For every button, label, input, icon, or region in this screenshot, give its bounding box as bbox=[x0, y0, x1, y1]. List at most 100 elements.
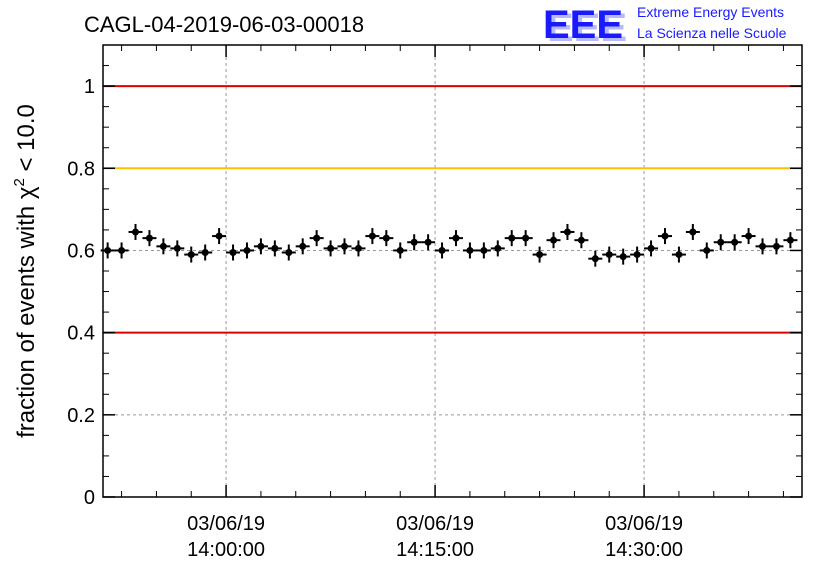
logo-line-1: Extreme Energy Events bbox=[637, 4, 784, 20]
point-marker bbox=[438, 246, 446, 254]
data-point bbox=[281, 244, 296, 261]
point-marker bbox=[717, 238, 725, 246]
point-marker bbox=[619, 253, 627, 261]
y-tick-label: 1 bbox=[84, 76, 95, 98]
logo-mark-shadow: EEE bbox=[547, 6, 627, 50]
x-tick-time: 14:15:00 bbox=[396, 539, 474, 561]
eee-logo: EEE EEE Extreme Energy Events La Scienza… bbox=[543, 3, 787, 50]
point-marker bbox=[550, 236, 558, 244]
data-point bbox=[462, 242, 477, 259]
data-point bbox=[170, 240, 185, 257]
data-point bbox=[323, 240, 338, 257]
data-point bbox=[769, 238, 784, 255]
point-marker bbox=[452, 234, 460, 242]
point-marker bbox=[577, 236, 585, 244]
data-point bbox=[616, 248, 631, 265]
point-marker bbox=[368, 232, 376, 240]
x-axis-ticks: 03/06/19 14:00:00 03/06/19 14:15:00 03/06/19… bbox=[121, 45, 784, 561]
data-point bbox=[407, 234, 422, 251]
data-point bbox=[226, 244, 241, 261]
data-point bbox=[490, 240, 505, 257]
point-marker bbox=[299, 242, 307, 250]
data-point bbox=[546, 232, 561, 249]
reference-lines bbox=[103, 85, 802, 334]
data-point bbox=[713, 234, 728, 251]
data-point bbox=[253, 238, 268, 255]
data-point bbox=[351, 240, 366, 257]
data-point bbox=[518, 230, 533, 247]
y-axis-label-sup: 2 bbox=[11, 178, 28, 186]
point-marker bbox=[633, 251, 641, 259]
data-point bbox=[379, 230, 394, 247]
data-point bbox=[755, 238, 770, 255]
data-point bbox=[727, 234, 742, 251]
point-marker bbox=[536, 251, 544, 259]
point-marker bbox=[159, 242, 167, 250]
plot-frame bbox=[102, 44, 803, 498]
y-axis-label-prefix: fraction of events with bbox=[13, 199, 40, 438]
data-point bbox=[184, 246, 199, 263]
point-marker bbox=[271, 244, 279, 252]
data-point bbox=[128, 223, 143, 240]
y-tick-label: 0 bbox=[84, 487, 95, 509]
point-marker bbox=[703, 246, 711, 254]
data-point bbox=[448, 230, 463, 247]
data-point bbox=[435, 242, 450, 259]
data-point bbox=[741, 228, 756, 245]
point-marker bbox=[745, 232, 753, 240]
data-point bbox=[393, 242, 408, 259]
point-marker bbox=[187, 251, 195, 259]
point-marker bbox=[145, 234, 153, 242]
data-points bbox=[100, 223, 798, 267]
data-point bbox=[267, 240, 282, 257]
y-tick-label: 0.6 bbox=[67, 240, 95, 262]
data-point bbox=[365, 228, 380, 245]
x-tick-time: 14:30:00 bbox=[605, 539, 683, 561]
data-point bbox=[114, 242, 129, 259]
point-marker bbox=[759, 242, 767, 250]
x-tick-date: 03/06/19 bbox=[605, 513, 683, 535]
x-tick-date: 03/06/19 bbox=[187, 513, 265, 535]
point-marker bbox=[508, 234, 516, 242]
point-marker bbox=[661, 232, 669, 240]
point-marker bbox=[201, 249, 209, 257]
chart-title: CAGL-04-2019-06-03-00018 bbox=[84, 12, 364, 37]
point-marker bbox=[591, 255, 599, 263]
point-marker bbox=[689, 228, 697, 236]
data-point bbox=[337, 238, 352, 255]
data-point bbox=[644, 240, 659, 257]
y-axis-label: fraction of events with χ2 < 10.0 bbox=[11, 104, 40, 438]
point-marker bbox=[354, 244, 362, 252]
data-point bbox=[602, 246, 617, 263]
point-marker bbox=[313, 234, 321, 242]
data-point bbox=[212, 228, 227, 245]
y-tick-label: 0.8 bbox=[67, 158, 95, 180]
data-point bbox=[657, 228, 672, 245]
point-marker bbox=[132, 228, 140, 236]
x-tick-date: 03/06/19 bbox=[396, 513, 474, 535]
y-axis-ticks: 0 0.2 0.4 0.6 0.8 1 bbox=[67, 65, 802, 509]
y-axis-label-suffix: < 10.0 bbox=[13, 104, 40, 178]
data-point bbox=[504, 230, 519, 247]
point-marker bbox=[396, 246, 404, 254]
point-marker bbox=[285, 249, 293, 257]
point-marker bbox=[173, 244, 181, 252]
data-point bbox=[142, 230, 157, 247]
data-point bbox=[699, 242, 714, 259]
point-marker bbox=[772, 242, 780, 250]
point-marker bbox=[731, 238, 739, 246]
point-marker bbox=[786, 236, 794, 244]
data-point bbox=[671, 246, 686, 263]
point-marker bbox=[563, 228, 571, 236]
data-point bbox=[574, 232, 589, 249]
point-marker bbox=[243, 246, 251, 254]
data-point bbox=[560, 223, 575, 240]
data-point bbox=[239, 242, 254, 259]
point-marker bbox=[494, 244, 502, 252]
data-point bbox=[630, 246, 645, 263]
data-point bbox=[532, 246, 547, 263]
point-marker bbox=[675, 251, 683, 259]
point-marker bbox=[327, 244, 335, 252]
data-point bbox=[295, 238, 310, 255]
x-tick-time: 14:00:00 bbox=[187, 539, 265, 561]
